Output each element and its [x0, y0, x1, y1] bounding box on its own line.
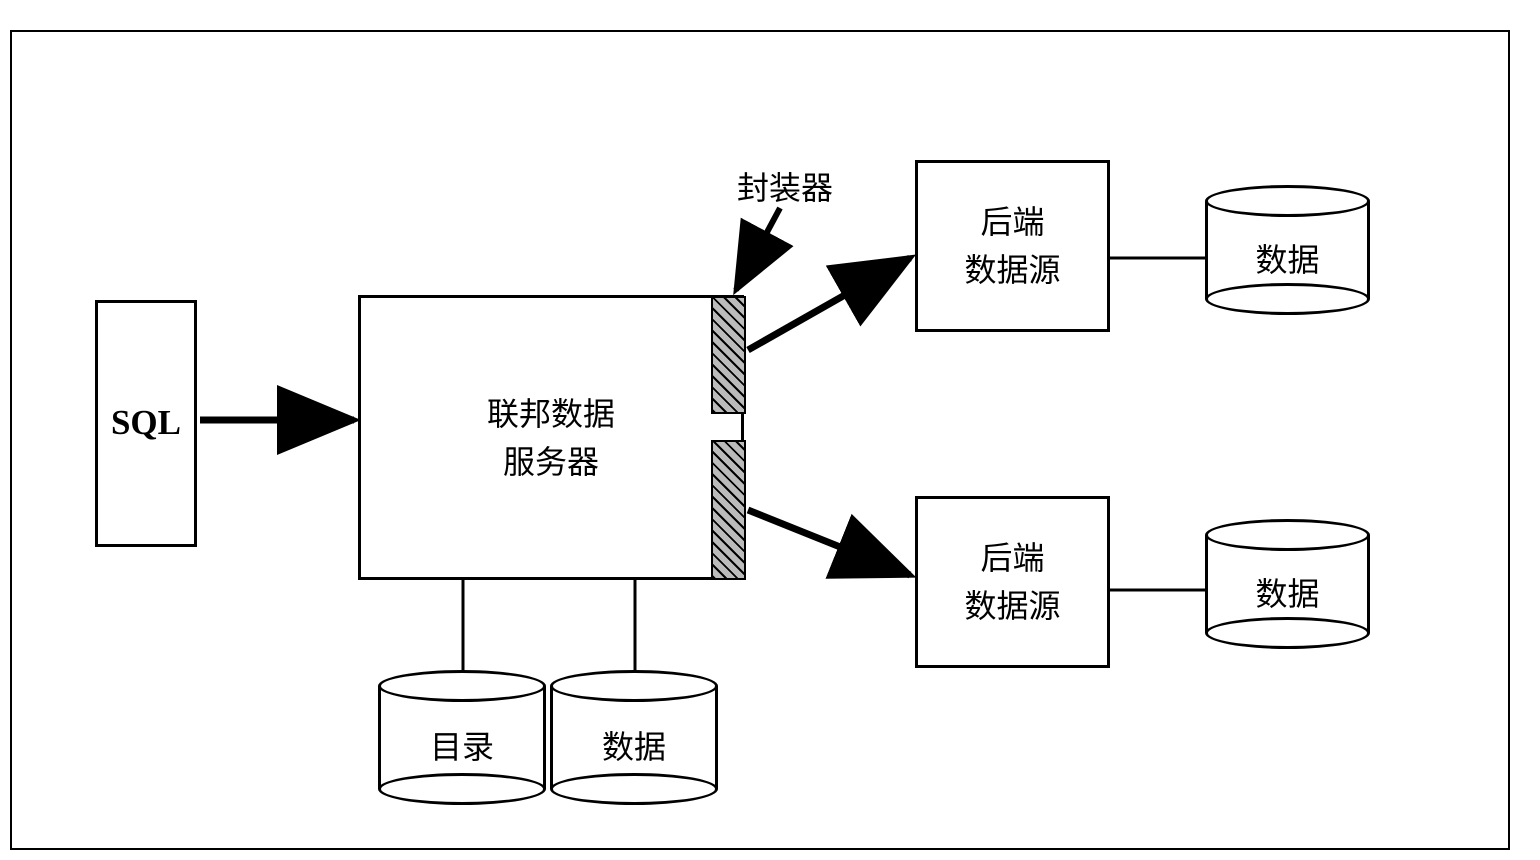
data-cylinder-1-label: 数据	[1205, 235, 1370, 281]
arrow-fed-to-backend2	[748, 510, 910, 575]
arrow-fed-to-backend1	[748, 258, 910, 350]
data-cylinder-3-label: 数据	[550, 722, 718, 768]
data-cylinder-2-label: 数据	[1205, 569, 1370, 615]
catalog-cylinder-label: 目录	[378, 722, 546, 768]
arrows-svg	[0, 0, 1540, 860]
arrow-wrapper-label	[736, 208, 780, 290]
